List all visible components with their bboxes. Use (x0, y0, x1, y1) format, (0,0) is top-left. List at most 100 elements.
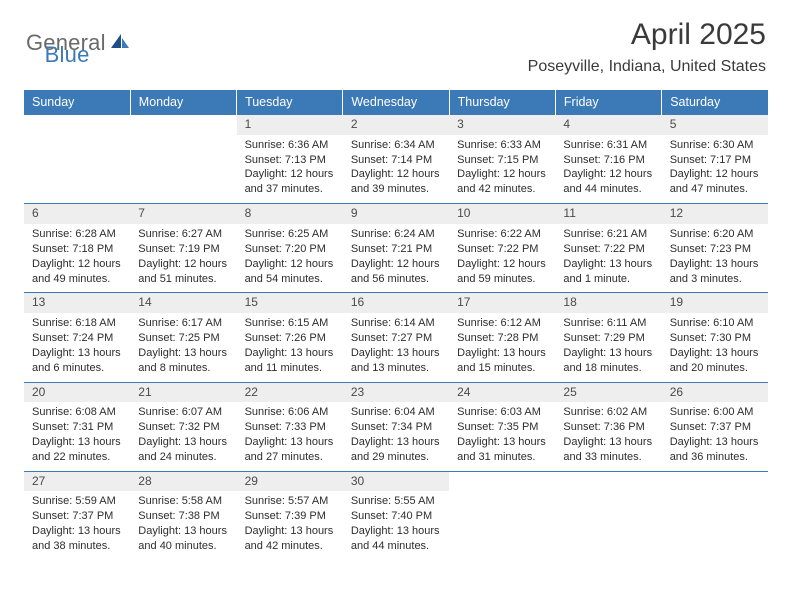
day-content-cell (24, 135, 130, 204)
daylight-line2: and 47 minutes. (670, 182, 762, 197)
daylight-line2: and 11 minutes. (245, 361, 337, 376)
day-content-cell: Sunrise: 6:02 AMSunset: 7:36 PMDaylight:… (555, 402, 661, 471)
daylight-line1: Daylight: 13 hours (245, 346, 337, 361)
sunset-line: Sunset: 7:28 PM (457, 331, 549, 346)
daylight-line1: Daylight: 13 hours (245, 524, 337, 539)
sunset-line: Sunset: 7:37 PM (32, 509, 124, 524)
day-number-cell: 26 (662, 382, 768, 402)
daylight-line1: Daylight: 12 hours (245, 167, 337, 182)
day-number-cell: 4 (555, 115, 661, 135)
day-number-cell: 16 (343, 293, 449, 313)
day-content-cell: Sunrise: 6:10 AMSunset: 7:30 PMDaylight:… (662, 313, 768, 382)
sunrise-line: Sunrise: 6:00 AM (670, 405, 762, 420)
sunset-line: Sunset: 7:36 PM (563, 420, 655, 435)
sunset-line: Sunset: 7:14 PM (351, 153, 443, 168)
sunrise-line: Sunrise: 5:55 AM (351, 494, 443, 509)
sunset-line: Sunset: 7:27 PM (351, 331, 443, 346)
sunset-line: Sunset: 7:31 PM (32, 420, 124, 435)
sunset-line: Sunset: 7:30 PM (670, 331, 762, 346)
logo: General Blue (26, 18, 90, 68)
day-number: 9 (351, 206, 358, 220)
day-number: 23 (351, 385, 364, 399)
day-number: 16 (351, 295, 364, 309)
day-content-cell: Sunrise: 6:08 AMSunset: 7:31 PMDaylight:… (24, 402, 130, 471)
day-content-cell (130, 135, 236, 204)
daylight-line1: Daylight: 13 hours (351, 346, 443, 361)
day-number: 22 (245, 385, 258, 399)
sunrise-line: Sunrise: 5:58 AM (138, 494, 230, 509)
day-content-cell: Sunrise: 6:04 AMSunset: 7:34 PMDaylight:… (343, 402, 449, 471)
day-number: 27 (32, 474, 45, 488)
day-number-cell: 19 (662, 293, 768, 313)
day-number: 24 (457, 385, 470, 399)
day-header: Thursday (449, 90, 555, 115)
day-number-cell: 24 (449, 382, 555, 402)
day-number-cell (449, 471, 555, 491)
day-number-cell: 13 (24, 293, 130, 313)
content-row: Sunrise: 6:08 AMSunset: 7:31 PMDaylight:… (24, 402, 768, 471)
daylight-line2: and 37 minutes. (245, 182, 337, 197)
logo-text-blue: Blue (45, 42, 90, 68)
day-content-cell: Sunrise: 6:18 AMSunset: 7:24 PMDaylight:… (24, 313, 130, 382)
sunrise-line: Sunrise: 6:30 AM (670, 138, 762, 153)
daylight-line2: and 1 minute. (563, 272, 655, 287)
day-number: 6 (32, 206, 39, 220)
daylight-line2: and 24 minutes. (138, 450, 230, 465)
daylight-line1: Daylight: 13 hours (138, 524, 230, 539)
daylight-line2: and 59 minutes. (457, 272, 549, 287)
day-number: 1 (245, 117, 252, 131)
sunrise-line: Sunrise: 6:10 AM (670, 316, 762, 331)
sunset-line: Sunset: 7:40 PM (351, 509, 443, 524)
daylight-line1: Daylight: 12 hours (351, 257, 443, 272)
daylight-line1: Daylight: 13 hours (563, 257, 655, 272)
day-number: 20 (32, 385, 45, 399)
day-number: 2 (351, 117, 358, 131)
daylight-line2: and 33 minutes. (563, 450, 655, 465)
daylight-line1: Daylight: 12 hours (138, 257, 230, 272)
day-number-cell: 10 (449, 204, 555, 224)
daylight-line1: Daylight: 13 hours (563, 435, 655, 450)
daylight-line2: and 18 minutes. (563, 361, 655, 376)
day-content-cell (449, 491, 555, 559)
day-header-row: Sunday Monday Tuesday Wednesday Thursday… (24, 90, 768, 115)
day-content-cell: Sunrise: 6:11 AMSunset: 7:29 PMDaylight:… (555, 313, 661, 382)
daylight-line2: and 29 minutes. (351, 450, 443, 465)
sunset-line: Sunset: 7:24 PM (32, 331, 124, 346)
day-number: 30 (351, 474, 364, 488)
daylight-line1: Daylight: 12 hours (457, 257, 549, 272)
day-number-cell: 7 (130, 204, 236, 224)
sunset-line: Sunset: 7:20 PM (245, 242, 337, 257)
day-number: 15 (245, 295, 258, 309)
daylight-line1: Daylight: 13 hours (351, 524, 443, 539)
daylight-line1: Daylight: 12 hours (563, 167, 655, 182)
daylight-line1: Daylight: 13 hours (670, 346, 762, 361)
day-number-cell: 21 (130, 382, 236, 402)
sunset-line: Sunset: 7:17 PM (670, 153, 762, 168)
day-header: Monday (130, 90, 236, 115)
daylight-line2: and 6 minutes. (32, 361, 124, 376)
day-content-cell: Sunrise: 6:30 AMSunset: 7:17 PMDaylight:… (662, 135, 768, 204)
day-header: Saturday (662, 90, 768, 115)
sunset-line: Sunset: 7:32 PM (138, 420, 230, 435)
day-header: Wednesday (343, 90, 449, 115)
day-content-cell: Sunrise: 6:22 AMSunset: 7:22 PMDaylight:… (449, 224, 555, 293)
day-content-cell: Sunrise: 6:12 AMSunset: 7:28 PMDaylight:… (449, 313, 555, 382)
daylight-line1: Daylight: 13 hours (457, 346, 549, 361)
day-content-cell (662, 491, 768, 559)
sunrise-line: Sunrise: 5:57 AM (245, 494, 337, 509)
day-number-cell (662, 471, 768, 491)
daylight-line2: and 39 minutes. (351, 182, 443, 197)
daylight-line2: and 8 minutes. (138, 361, 230, 376)
daylight-line1: Daylight: 13 hours (138, 435, 230, 450)
day-header: Friday (555, 90, 661, 115)
day-content-cell: Sunrise: 6:28 AMSunset: 7:18 PMDaylight:… (24, 224, 130, 293)
day-number: 21 (138, 385, 151, 399)
sunset-line: Sunset: 7:37 PM (670, 420, 762, 435)
day-number-cell: 3 (449, 115, 555, 135)
daylight-line1: Daylight: 12 hours (245, 257, 337, 272)
day-number: 29 (245, 474, 258, 488)
sunset-line: Sunset: 7:34 PM (351, 420, 443, 435)
day-number-cell: 11 (555, 204, 661, 224)
day-content-cell: Sunrise: 6:34 AMSunset: 7:14 PMDaylight:… (343, 135, 449, 204)
sunset-line: Sunset: 7:15 PM (457, 153, 549, 168)
